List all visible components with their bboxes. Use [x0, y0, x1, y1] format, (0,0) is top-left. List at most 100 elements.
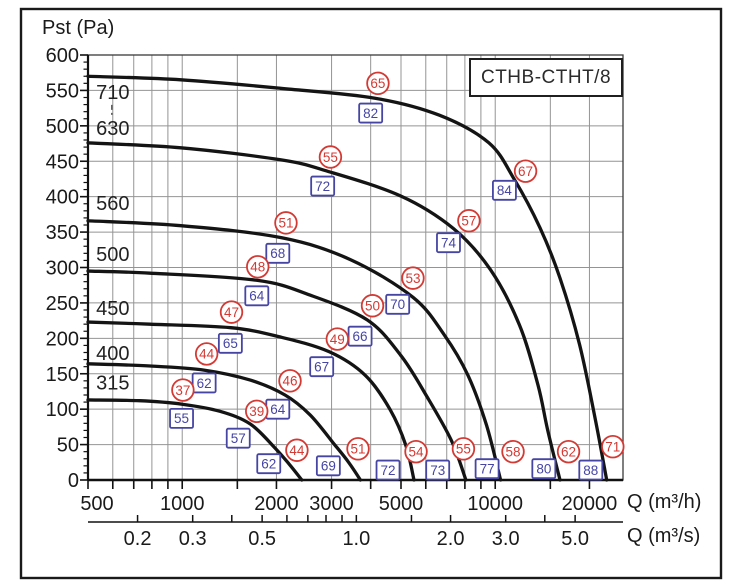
boxed-value-marker [191, 372, 217, 394]
boxed-value-marker [309, 356, 335, 378]
secondary-tick-label: 5.0 [561, 528, 589, 550]
boxed-value-marker [531, 458, 557, 480]
circled-value-marker [285, 438, 309, 462]
fan-curve-560 [86, 219, 503, 482]
fan-curve-315 [86, 398, 304, 482]
circled-value-text: 50 [365, 299, 380, 314]
circled-value-text: 51 [351, 442, 366, 457]
circled-value-marker [556, 439, 581, 464]
secondary-tick-label: 0.2 [124, 528, 152, 550]
boxed-value-marker [256, 453, 282, 475]
x-axis-unit-secondary: Q (m³/s) [627, 525, 701, 547]
boxed-value-text: 72 [381, 463, 396, 478]
boxed-value-text: 80 [536, 461, 551, 476]
boxed-value-text: 70 [390, 297, 405, 312]
circled-value-text: 51 [278, 216, 293, 231]
boxed-value-text: 64 [270, 402, 286, 417]
circled-value-marker [451, 437, 476, 461]
curve-label-400: 400 [96, 343, 129, 365]
secondary-tick-label: 3.0 [492, 528, 520, 550]
boxed-value-marker [375, 459, 401, 481]
boxed-value-marker [310, 175, 336, 197]
boxed-value-text: 67 [314, 359, 329, 374]
fan-curve-400 [86, 362, 363, 482]
boxed-value-marker [474, 458, 500, 480]
boxed-value-marker [225, 427, 251, 449]
y-tick-label: 400 [46, 187, 79, 209]
fan-curve-500 [86, 269, 468, 482]
circled-value-text: 65 [370, 76, 385, 91]
boxed-value-text: 68 [270, 246, 285, 261]
circled-value-text: 46 [283, 374, 298, 389]
curve-label-560: 560 [96, 193, 129, 215]
boxed-value-text: 66 [353, 329, 368, 344]
y-tick-label: 250 [46, 293, 79, 315]
circled-value-text: 48 [250, 260, 265, 275]
boxed-value-marker [244, 285, 270, 307]
boxed-value-marker [436, 232, 461, 254]
boxed-value-text: 62 [197, 376, 212, 391]
boxed-value-marker [169, 407, 194, 429]
x-tick-label: 1000 [160, 493, 205, 515]
circled-value-text: 53 [405, 271, 420, 286]
curve-label-450: 450 [96, 298, 129, 320]
boxed-value-marker [217, 332, 243, 354]
x-tick-label: 2000 [254, 493, 299, 515]
circled-value-marker [401, 266, 425, 290]
boxed-value-text: 55 [174, 411, 189, 426]
boxed-value-text: 84 [497, 183, 513, 198]
chart-title-box: CTHB-CTHT/8 [469, 58, 623, 97]
fan-curve-710 [86, 74, 609, 482]
y-tick-label: 500 [46, 116, 79, 138]
x-tick-label: 20000 [562, 493, 618, 515]
circled-value-text: 39 [249, 404, 264, 419]
circled-value-text: 62 [561, 444, 576, 459]
figure-border [19, 7, 723, 580]
boxed-value-text: 72 [315, 179, 330, 194]
circled-value-marker [601, 435, 625, 459]
circled-value-text: 57 [461, 214, 476, 229]
circled-value-marker [346, 437, 370, 461]
boxed-value-text: 64 [249, 289, 265, 304]
curve-label-315: 315 [96, 372, 129, 394]
circled-value-text: 67 [518, 164, 533, 179]
fan-curve-630 [86, 141, 562, 482]
circled-value-text: 37 [175, 383, 190, 398]
boxed-value-marker [385, 293, 411, 315]
circled-value-text: 55 [323, 150, 338, 165]
circled-value-marker [245, 399, 269, 423]
boxed-value-marker [578, 459, 604, 481]
chart-title: CTHB-CTHT/8 [480, 66, 612, 88]
curve-label-500: 500 [96, 244, 129, 266]
boxed-value-text: 73 [430, 463, 445, 478]
boxed-value-text: 77 [480, 461, 495, 476]
boxed-value-marker [265, 242, 291, 264]
circled-value-marker [366, 71, 390, 96]
curve-label-630: 630 [96, 118, 129, 140]
circled-value-text: 49 [330, 332, 345, 347]
boxed-value-text: 62 [261, 457, 276, 472]
circled-value-marker [457, 209, 481, 233]
circled-value-text: 55 [456, 442, 471, 457]
circled-value-text: 71 [605, 440, 620, 455]
boxed-value-marker [425, 459, 451, 481]
y-tick-label: 150 [46, 364, 79, 386]
circled-value-marker [194, 342, 219, 366]
circled-value-text: 58 [506, 444, 521, 459]
y-tick-label: 450 [46, 151, 79, 173]
circled-value-marker [404, 439, 428, 464]
circled-value-text: 44 [199, 347, 215, 362]
circled-value-marker [219, 300, 244, 324]
circled-value-marker [171, 378, 195, 402]
x-tick-label: 5000 [379, 493, 424, 515]
boxed-value-text: 74 [441, 236, 457, 251]
y-tick-label: 300 [46, 258, 79, 280]
y-tick-label: 550 [46, 80, 79, 102]
boxed-value-marker [315, 455, 341, 477]
y-axis-title: Pst (Pa) [42, 17, 115, 39]
circled-value-text: 44 [289, 443, 305, 458]
y-tick-label: 600 [46, 45, 79, 67]
boxed-value-text: 82 [363, 106, 378, 121]
